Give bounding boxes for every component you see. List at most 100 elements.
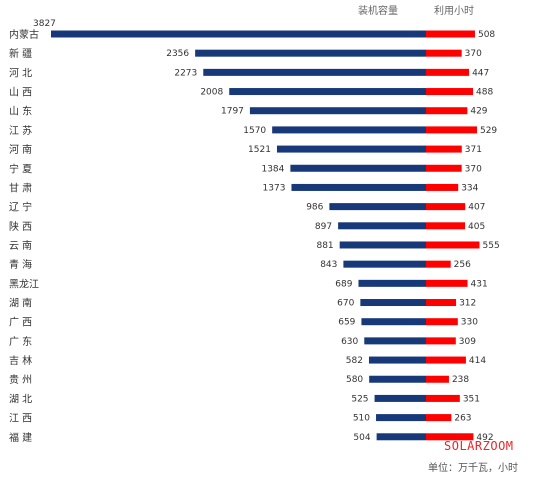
hours-bar bbox=[426, 394, 460, 402]
hours-value-label: 431 bbox=[471, 279, 488, 289]
hours-value-label: 488 bbox=[476, 88, 493, 98]
hours-value-label: 312 bbox=[459, 299, 476, 309]
hours-value-label: 492 bbox=[476, 433, 493, 443]
capacity-value-label: 881 bbox=[316, 241, 333, 251]
capacity-value-label: 1570 bbox=[243, 126, 266, 136]
capacity-value-label: 2273 bbox=[174, 68, 197, 78]
hours-bar bbox=[426, 260, 451, 268]
capacity-value-label: 510 bbox=[353, 414, 370, 424]
province-label: 江 西 bbox=[9, 413, 32, 425]
capacity-value-label: 630 bbox=[341, 337, 358, 347]
hours-value-label: 351 bbox=[463, 394, 480, 404]
hours-bar bbox=[426, 318, 458, 326]
capacity-value-label: 843 bbox=[320, 260, 337, 270]
capacity-bar bbox=[374, 394, 426, 402]
hours-bar bbox=[426, 145, 462, 153]
hours-bar bbox=[426, 279, 468, 287]
capacity-bar bbox=[290, 164, 426, 172]
province-label: 辽 宁 bbox=[9, 201, 32, 214]
province-label: 福 建 bbox=[9, 431, 32, 444]
province-label: 黑龙江 bbox=[9, 277, 39, 290]
capacity-value-label: 2008 bbox=[200, 88, 223, 98]
capacity-bar bbox=[364, 337, 426, 345]
hours-bar bbox=[426, 299, 457, 307]
capacity-bar bbox=[276, 145, 426, 153]
hours-bar bbox=[426, 126, 477, 134]
province-label: 湖 南 bbox=[9, 297, 32, 310]
hours-value-label: 447 bbox=[472, 68, 489, 78]
hours-value-label: 405 bbox=[468, 222, 485, 232]
hours-value-label: 529 bbox=[480, 126, 497, 136]
province-label: 山 东 bbox=[9, 105, 32, 118]
solarzoom-watermark: SOLARZOOM bbox=[444, 439, 514, 453]
capacity-value-label: 986 bbox=[306, 203, 323, 213]
capacity-bar bbox=[360, 299, 426, 307]
capacity-bar bbox=[376, 433, 426, 441]
hours-value-label: 330 bbox=[461, 318, 478, 328]
hours-bar bbox=[426, 414, 452, 422]
legend-capacity-label: 装机容量 bbox=[358, 4, 398, 17]
capacity-bar bbox=[272, 126, 426, 134]
hours-value-label: 371 bbox=[465, 145, 482, 155]
hours-value-label: 256 bbox=[454, 260, 471, 270]
hours-bar bbox=[426, 241, 480, 249]
hours-bar bbox=[426, 49, 462, 57]
hours-value-label: 370 bbox=[465, 49, 482, 59]
hours-value-label: 555 bbox=[483, 241, 500, 251]
hours-bar bbox=[426, 222, 466, 230]
hours-value-label: 309 bbox=[459, 337, 476, 347]
capacity-bar bbox=[249, 107, 426, 115]
hours-bar bbox=[426, 107, 468, 115]
capacity-bar bbox=[376, 414, 426, 422]
capacity-bar bbox=[343, 260, 426, 268]
hours-value-label: 429 bbox=[470, 107, 487, 117]
province-label: 青 海 bbox=[9, 258, 32, 271]
hours-value-label: 238 bbox=[452, 375, 469, 385]
capacity-bar bbox=[368, 356, 426, 364]
province-label: 广 东 bbox=[9, 335, 32, 348]
capacity-bar bbox=[291, 183, 426, 191]
hours-bar bbox=[426, 68, 470, 76]
legend-hours-label: 利用小时 bbox=[434, 5, 474, 17]
province-label: 内蒙古 bbox=[9, 28, 39, 41]
capacity-bar bbox=[203, 68, 426, 76]
capacity-value-label: 580 bbox=[346, 375, 363, 385]
hours-value-label: 370 bbox=[465, 164, 482, 174]
province-label: 陕 西 bbox=[9, 220, 32, 233]
province-label: 宁 夏 bbox=[9, 162, 32, 175]
hours-value-label: 263 bbox=[454, 414, 471, 424]
province-label: 吉 林 bbox=[9, 354, 32, 367]
capacity-value-label: 3827 bbox=[33, 19, 56, 29]
hours-bar bbox=[426, 356, 466, 364]
province-label: 新 疆 bbox=[9, 47, 32, 60]
hours-value-label: 407 bbox=[468, 203, 485, 213]
province-label: 河 北 bbox=[9, 67, 32, 79]
province-label: 广 西 bbox=[9, 317, 32, 329]
capacity-value-label: 525 bbox=[351, 394, 368, 404]
hours-bar bbox=[426, 375, 449, 383]
capacity-bar bbox=[339, 241, 426, 249]
capacity-bar bbox=[51, 30, 426, 38]
hours-bar bbox=[426, 183, 459, 191]
hours-value-label: 414 bbox=[469, 356, 486, 366]
hours-bar bbox=[426, 30, 475, 38]
province-label: 贵 州 bbox=[9, 373, 32, 386]
hours-value-label: 508 bbox=[478, 30, 495, 40]
province-label: 河 南 bbox=[9, 143, 32, 156]
hours-value-label: 334 bbox=[461, 183, 478, 193]
capacity-value-label: 582 bbox=[346, 356, 363, 366]
capacity-value-label: 1384 bbox=[261, 164, 284, 174]
capacity-value-label: 670 bbox=[337, 299, 354, 309]
province-label: 云 南 bbox=[9, 239, 32, 252]
capacity-bar bbox=[329, 203, 426, 211]
hours-bar bbox=[426, 337, 456, 345]
capacity-value-label: 689 bbox=[335, 279, 352, 289]
capacity-value-label: 504 bbox=[353, 433, 370, 443]
province-label: 江 苏 bbox=[9, 124, 32, 137]
capacity-bar bbox=[195, 49, 426, 57]
capacity-value-label: 1373 bbox=[263, 183, 286, 193]
province-label: 甘 肃 bbox=[9, 181, 32, 194]
capacity-value-label: 897 bbox=[315, 222, 332, 232]
capacity-bar bbox=[358, 279, 426, 287]
